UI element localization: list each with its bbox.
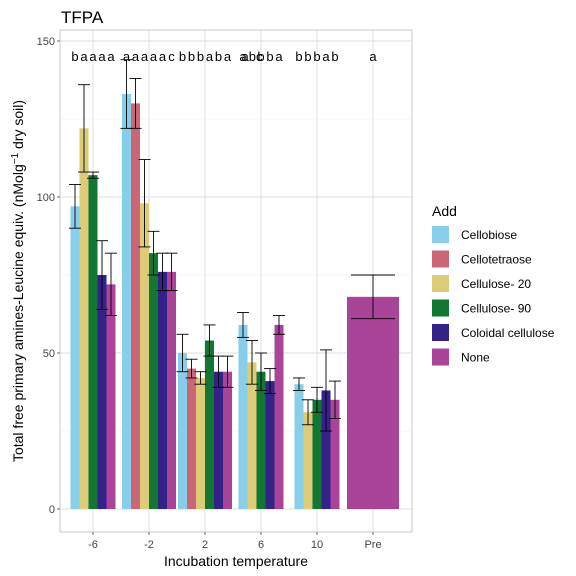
significance-letter: abc — [242, 49, 263, 64]
bar — [106, 284, 116, 509]
legend-label: Coloidal cellulose — [461, 326, 555, 340]
chart-title: TFPA — [61, 8, 104, 27]
x-tick-label: 6 — [258, 539, 264, 551]
y-tick-label: 50 — [43, 348, 55, 360]
legend-swatch — [432, 275, 449, 292]
y-axis-title-tail: dry soil) — [10, 100, 26, 153]
x-axis-title: Incubation temperature — [164, 553, 308, 569]
x-tick-label: -6 — [88, 539, 98, 551]
significance-letter: a — [322, 49, 330, 64]
bar — [330, 399, 340, 509]
y-axis-title-main: Total free primary amines-Leucine equiv.… — [10, 164, 26, 462]
significance-letter: b — [266, 49, 273, 64]
y-tick-label: 100 — [37, 192, 55, 204]
significance-letter: a — [123, 49, 131, 64]
significance-letter: a — [80, 49, 88, 64]
bar — [131, 103, 140, 510]
bar — [214, 371, 223, 509]
bar — [70, 206, 80, 510]
significance-letter: b — [313, 49, 320, 64]
significance-letter: a — [159, 49, 167, 64]
x-tick-label: 10 — [311, 539, 323, 551]
legend-swatch — [432, 299, 449, 317]
bar — [247, 362, 257, 509]
legend-label: None — [461, 351, 490, 365]
bar — [196, 377, 205, 509]
y-axis: 0 50 100 150 — [37, 36, 60, 516]
significance-letter: b — [188, 49, 195, 64]
significance-letter: b — [257, 49, 264, 64]
legend-swatch — [432, 250, 449, 268]
bar — [88, 175, 98, 509]
bar — [321, 390, 331, 509]
bar — [149, 253, 158, 509]
legend-label: Cellotetraose — [461, 253, 532, 267]
significance-letter: b — [215, 49, 222, 64]
significance-letter: a — [239, 49, 247, 64]
bar — [347, 296, 399, 509]
bar — [256, 371, 266, 509]
significance-letter: b — [179, 49, 186, 64]
bar — [167, 271, 176, 509]
bar — [223, 371, 232, 509]
x-axis: -6 -2 2 6 10 Pre — [88, 532, 382, 551]
significance-letter: c — [168, 49, 175, 64]
bar — [274, 324, 284, 509]
significance-letter: a — [150, 49, 158, 64]
legend-swatch — [432, 324, 449, 341]
bar — [79, 128, 89, 510]
legend-swatch — [432, 348, 449, 366]
bar — [178, 353, 187, 509]
significance-letter: a — [98, 49, 106, 64]
bar — [312, 399, 322, 509]
significance-letter: a — [89, 49, 97, 64]
bar — [122, 94, 131, 509]
bar — [265, 381, 275, 509]
significance-letter: b — [304, 49, 311, 64]
y-tick-label: 150 — [37, 36, 55, 48]
legend-label: Cellulose- 20 — [461, 277, 531, 291]
y-tick-label: 0 — [49, 504, 55, 516]
significance-letter: a — [224, 49, 232, 64]
x-tick-label: 2 — [202, 539, 208, 551]
significance-letter: a — [275, 49, 283, 64]
legend-swatch — [432, 226, 449, 243]
error-bars — [69, 59, 395, 432]
significance-letter: b — [71, 49, 78, 64]
significance-letter: a — [141, 49, 149, 64]
bar — [238, 324, 248, 509]
significance-letter: a — [206, 49, 214, 64]
bar — [97, 275, 107, 509]
significance-letter: b — [331, 49, 338, 64]
y-axis-title: Total free primary amines-Leucine equiv.… — [10, 100, 26, 462]
legend-label: Cellulose- 90 — [461, 302, 531, 316]
legend-label: Cellobiose — [461, 228, 517, 242]
bar — [303, 412, 313, 509]
y-axis-title-exponent: −1 — [10, 152, 21, 164]
legend: Cellobiose Cellotetraose Cellulose- 20 Cell… — [432, 226, 555, 366]
bar — [205, 340, 214, 509]
bar — [158, 271, 167, 509]
significance-letter: b — [295, 49, 302, 64]
x-tick-label: Pre — [364, 539, 381, 551]
legend-title: Add — [432, 203, 457, 219]
bars — [70, 94, 399, 510]
significance-letter: a — [369, 49, 377, 64]
significance-letter: a — [107, 49, 115, 64]
bar — [140, 203, 149, 510]
bar — [294, 384, 304, 509]
significance-letter: b — [197, 49, 204, 64]
bar — [187, 368, 196, 509]
x-tick-label: -2 — [144, 539, 154, 551]
significance-letter: a — [132, 49, 140, 64]
